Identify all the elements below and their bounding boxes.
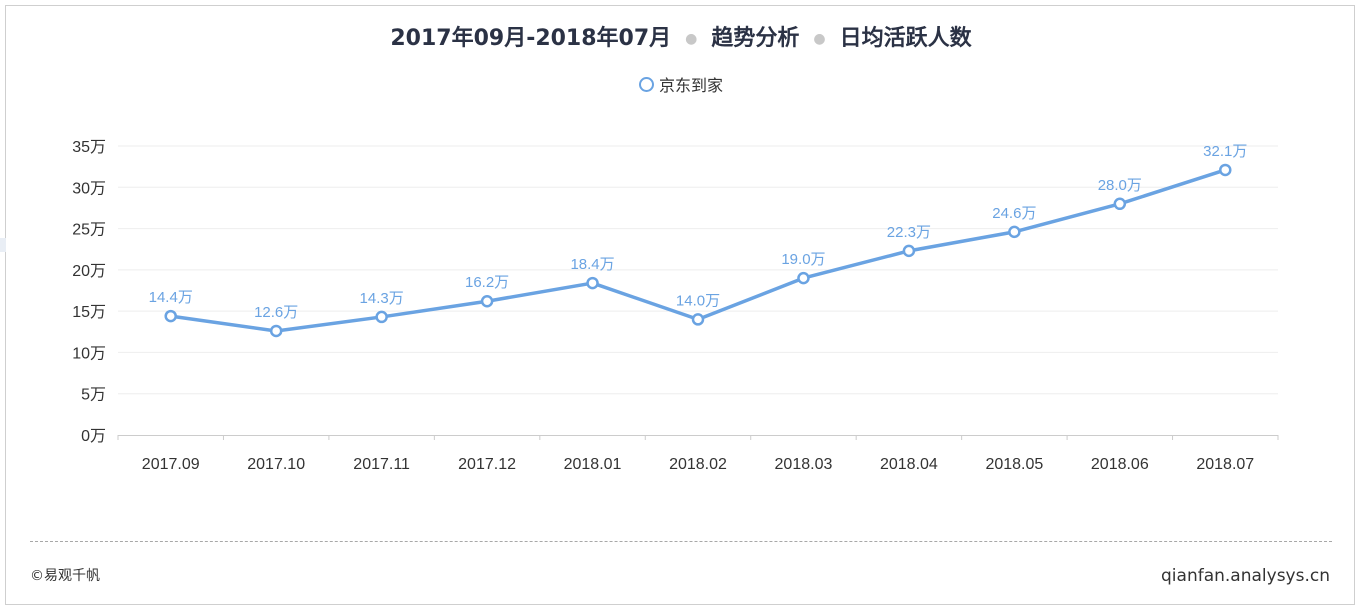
x-tick-label: 2017.12 — [458, 456, 516, 473]
y-tick-label: 30万 — [72, 180, 106, 197]
y-tick-label: 5万 — [81, 387, 106, 404]
title-period: 2017年09月-2018年07月 — [390, 26, 672, 51]
title-section: 趋势分析 — [711, 26, 800, 51]
title-separator-dot: ● — [685, 31, 698, 47]
chart-title: 2017年09月-2018年07月 ● 趋势分析 ● 日均活跃人数 — [0, 20, 1362, 52]
data-point — [1008, 225, 1021, 239]
data-label: 14.0万 — [676, 292, 720, 309]
data-label: 22.3万 — [887, 224, 931, 241]
data-label: 14.3万 — [360, 290, 404, 307]
x-tick-label: 2018.06 — [1091, 456, 1149, 473]
data-point — [1219, 163, 1232, 177]
data-point — [902, 244, 916, 258]
chart-panel — [5, 5, 1355, 605]
legend-label: 京东到家 — [658, 76, 723, 95]
data-label: 24.6万 — [992, 205, 1036, 222]
copyright-text: ©易观千帆 — [30, 568, 100, 584]
y-tick-label: 25万 — [72, 222, 106, 239]
chart-legend[interactable]: 京东到家 — [0, 72, 1362, 96]
data-point — [269, 324, 283, 338]
data-point — [586, 276, 599, 290]
title-separator-dot: ● — [813, 31, 826, 47]
data-point — [691, 313, 705, 326]
x-tick-label: 2018.07 — [1196, 456, 1254, 473]
footer-divider — [30, 541, 1332, 542]
site-url[interactable]: qianfan.analysys.cn — [1161, 566, 1330, 586]
data-label: 32.1万 — [1203, 143, 1247, 160]
data-point — [480, 294, 494, 308]
y-tick-label: 10万 — [72, 345, 106, 362]
data-label: 19.0万 — [781, 251, 825, 268]
data-label: 18.4万 — [570, 256, 614, 273]
x-tick-label: 2017.10 — [247, 456, 305, 473]
x-tick-label: 2018.02 — [669, 456, 727, 473]
title-metric: 日均活跃人数 — [839, 26, 972, 51]
x-tick-label: 2017.09 — [142, 456, 200, 473]
y-tick-label: 0万 — [81, 428, 106, 445]
data-point — [375, 310, 388, 324]
y-tick-label: 15万 — [72, 304, 106, 321]
y-tick-label: 20万 — [72, 263, 106, 280]
data-label: 28.0万 — [1098, 177, 1142, 194]
x-tick-label: 2018.05 — [985, 456, 1043, 473]
x-tick-label: 2018.04 — [880, 456, 938, 473]
data-label: 14.4万 — [149, 289, 193, 306]
legend-marker-icon — [638, 77, 654, 92]
data-point — [164, 309, 177, 323]
data-label: 12.6万 — [254, 304, 298, 321]
x-tick-label: 2017.11 — [353, 456, 410, 473]
data-label: 16.2万 — [465, 274, 509, 291]
data-point — [797, 271, 810, 285]
data-point — [1113, 197, 1127, 211]
x-tick-label: 2018.03 — [775, 456, 833, 473]
side-decoration — [0, 238, 6, 252]
x-tick-label: 2018.01 — [564, 456, 622, 473]
y-tick-label: 35万 — [72, 139, 106, 156]
